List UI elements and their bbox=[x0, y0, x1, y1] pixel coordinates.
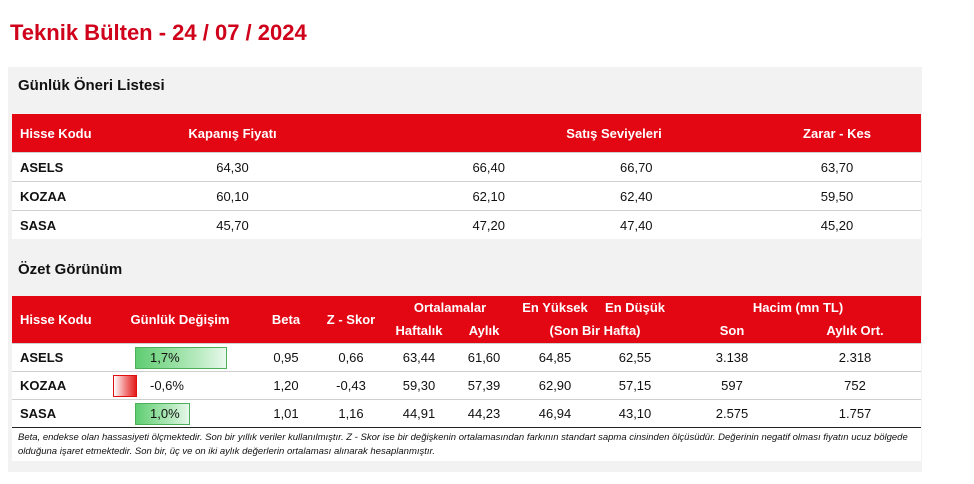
daily-change-value: 1,7% bbox=[150, 350, 180, 365]
header-son: Son bbox=[675, 318, 790, 344]
sell-level-1: 47,20 bbox=[360, 210, 505, 239]
daily-change-bar bbox=[135, 347, 227, 369]
stop-loss: 45,20 bbox=[753, 210, 921, 239]
monthly-average: 61,60 bbox=[453, 343, 516, 372]
header-aylik-ort: Aylık Ort. bbox=[789, 318, 922, 344]
header-beta: Beta bbox=[255, 296, 317, 344]
stock-code: SASA bbox=[12, 210, 105, 239]
table-row: SASA 1,0% 1,01 1,16 44,91 44,23 46,94 43… bbox=[12, 399, 922, 428]
beta-value: 1,01 bbox=[255, 399, 317, 428]
close-price: 45,70 bbox=[105, 210, 360, 239]
monthly-average: 44,23 bbox=[453, 399, 516, 428]
header-son-bir-hafta: (Son Bir Hafta) bbox=[515, 318, 676, 344]
sell-level-2: 47,40 bbox=[505, 210, 753, 239]
sell-level-1: 62,10 bbox=[360, 181, 505, 211]
header-kapanis-fiyati: Kapanış Fiyatı bbox=[105, 114, 360, 153]
header-satis-seviyeleri: Satış Seviyeleri bbox=[360, 114, 753, 153]
sell-level-2: 62,40 bbox=[505, 181, 753, 211]
header-hacim: Hacim (mn TL) bbox=[675, 296, 922, 318]
sell-level-1: 66,40 bbox=[360, 152, 505, 182]
summary-title: Özet Görünüm bbox=[18, 261, 123, 278]
daily-list-title: Günlük Öneri Listesi bbox=[18, 77, 165, 94]
daily-change-bar bbox=[112, 375, 137, 397]
table-row: ASELS 1,7% 0,95 0,66 63,44 61,60 64,85 6… bbox=[12, 343, 922, 372]
header-en-dusuk: En Düşük bbox=[595, 296, 676, 318]
daily-change-cell: -0,6% bbox=[105, 371, 255, 400]
sell-level-2: 66,70 bbox=[505, 152, 753, 182]
summary-table: Hisse Kodu Günlük Değişim Beta Z - Skor … bbox=[12, 296, 922, 461]
stop-loss: 63,70 bbox=[753, 152, 921, 182]
week-low: 57,15 bbox=[595, 371, 676, 400]
weekly-average: 44,91 bbox=[385, 399, 453, 428]
footnote-row: Beta, endekse olan hassasiyeti ölçmekted… bbox=[12, 427, 922, 461]
weekly-average: 59,30 bbox=[385, 371, 453, 400]
daily-change-value: 1,0% bbox=[150, 406, 180, 421]
table-row: ASELS 64,30 66,40 66,70 63,70 bbox=[12, 152, 921, 182]
week-low: 43,10 bbox=[595, 399, 676, 428]
page-title: Teknik Bülten - 24 / 07 / 2024 bbox=[10, 20, 307, 45]
z-score-value: 1,16 bbox=[317, 399, 385, 428]
table-row: SASA 45,70 47,20 47,40 45,20 bbox=[12, 210, 921, 239]
footnote: Beta, endekse olan hassasiyeti ölçmekted… bbox=[12, 427, 922, 461]
z-score-value: -0,43 bbox=[317, 371, 385, 400]
header-zarar-kes: Zarar - Kes bbox=[753, 114, 921, 153]
table-row: KOZAA -0,6% 1,20 -0,43 59,30 57,39 62,90… bbox=[12, 371, 922, 400]
stock-code: SASA bbox=[12, 399, 105, 428]
header-hisse-kodu: Hisse Kodu bbox=[12, 296, 105, 344]
volume-monthly-average: 2.318 bbox=[789, 343, 922, 372]
stock-code: KOZAA bbox=[12, 371, 105, 400]
volume-last: 597 bbox=[675, 371, 790, 400]
week-high: 62,90 bbox=[515, 371, 596, 400]
header-gunluk-degisim: Günlük Değişim bbox=[105, 296, 255, 344]
close-price: 64,30 bbox=[105, 152, 360, 182]
table-row: KOZAA 60,10 62,10 62,40 59,50 bbox=[12, 181, 921, 211]
volume-last: 3.138 bbox=[675, 343, 790, 372]
stock-code: ASELS bbox=[12, 152, 105, 182]
week-high: 64,85 bbox=[515, 343, 596, 372]
monthly-average: 57,39 bbox=[453, 371, 516, 400]
daily-change-bar bbox=[135, 403, 190, 425]
beta-value: 0,95 bbox=[255, 343, 317, 372]
header-en-yuksek: En Yüksek bbox=[515, 296, 596, 318]
daily-change-value: -0,6% bbox=[150, 378, 184, 393]
close-price: 60,10 bbox=[105, 181, 360, 211]
stock-code: KOZAA bbox=[12, 181, 105, 211]
weekly-average: 63,44 bbox=[385, 343, 453, 372]
stock-code: ASELS bbox=[12, 343, 105, 372]
volume-monthly-average: 752 bbox=[789, 371, 922, 400]
header-ortalamalar: Ortalamalar bbox=[385, 296, 516, 318]
header-z-skor: Z - Skor bbox=[317, 296, 385, 344]
daily-change-cell: 1,0% bbox=[105, 399, 255, 428]
week-high: 46,94 bbox=[515, 399, 596, 428]
header-hisse-kodu: Hisse Kodu bbox=[12, 114, 105, 153]
volume-last: 2.575 bbox=[675, 399, 790, 428]
week-low: 62,55 bbox=[595, 343, 676, 372]
daily-change-cell: 1,7% bbox=[105, 343, 255, 372]
z-score-value: 0,66 bbox=[317, 343, 385, 372]
beta-value: 1,20 bbox=[255, 371, 317, 400]
volume-monthly-average: 1.757 bbox=[789, 399, 922, 428]
daily-recommendation-table: Hisse Kodu Kapanış Fiyatı Satış Seviyele… bbox=[12, 114, 921, 239]
header-haftalik: Haftalık bbox=[385, 318, 453, 344]
header-aylik: Aylık bbox=[453, 318, 516, 344]
stop-loss: 59,50 bbox=[753, 181, 921, 211]
